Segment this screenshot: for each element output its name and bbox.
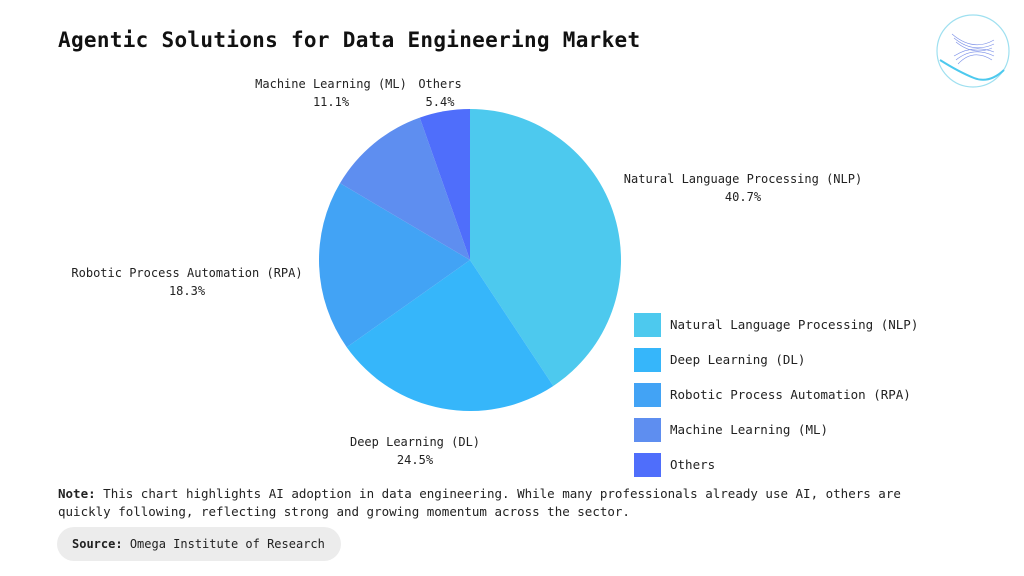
pie-slice	[346, 260, 554, 412]
slice-label: Robotic Process Automation (RPA) 18.3%	[71, 264, 302, 300]
pie-slice	[470, 109, 622, 386]
legend-item: Natural Language Processing (NLP)	[634, 307, 918, 342]
slice-label-name: Natural Language Processing (NLP)	[623, 172, 863, 186]
slice-label: Deep Learning (DL) 24.5%	[350, 433, 480, 469]
source-badge: Source: Omega Institute of Research	[57, 527, 341, 561]
slice-label: Machine Learning (ML) 11.1%	[255, 75, 407, 111]
note: Note: This chart highlights AI adoption …	[58, 485, 958, 521]
legend-label: Machine Learning (ML)	[670, 422, 829, 437]
legend-item: Machine Learning (ML)	[634, 412, 918, 447]
slice-label: Natural Language Processing (NLP) 40.7%	[624, 170, 862, 206]
legend-label: Others	[670, 457, 716, 472]
legend: Natural Language Processing (NLP) Deep Le…	[634, 307, 918, 482]
note-label: Note:	[58, 486, 96, 501]
slice-label-value: 5.4%	[425, 95, 455, 109]
slice-label-name: Robotic Process Automation (RPA)	[71, 266, 303, 280]
legend-swatch	[634, 382, 661, 407]
slice-label-name: Others	[418, 77, 462, 91]
legend-swatch	[634, 417, 661, 442]
pie-slice	[340, 117, 470, 260]
note-text: This chart highlights AI adoption in dat…	[58, 486, 901, 519]
slice-label-name: Machine Learning (ML)	[255, 77, 407, 91]
pie-slice	[319, 183, 470, 348]
slice-label-value: 11.1%	[312, 95, 350, 109]
slice-label-value: 24.5%	[396, 453, 434, 467]
legend-swatch	[634, 452, 661, 477]
slice-label-name: Deep Learning (DL)	[349, 435, 481, 449]
source-text: Omega Institute of Research	[129, 537, 325, 551]
legend-label: Natural Language Processing (NLP)	[670, 317, 919, 332]
source-label: Source:	[72, 537, 123, 551]
slice-label-value: 40.7%	[724, 190, 762, 204]
legend-item: Others	[634, 447, 918, 482]
logo-icon	[936, 14, 1010, 88]
pie-slice	[419, 109, 470, 260]
legend-label: Deep Learning (DL)	[670, 352, 806, 367]
slice-label-value: 18.3%	[168, 284, 206, 298]
legend-label: Robotic Process Automation (RPA)	[670, 387, 911, 402]
legend-item: Robotic Process Automation (RPA)	[634, 377, 918, 412]
legend-swatch	[634, 347, 661, 372]
legend-item: Deep Learning (DL)	[634, 342, 918, 377]
slice-label: Others 5.4%	[418, 75, 461, 111]
chart-title: Agentic Solutions for Data Engineering M…	[58, 28, 641, 52]
legend-swatch	[634, 312, 661, 337]
